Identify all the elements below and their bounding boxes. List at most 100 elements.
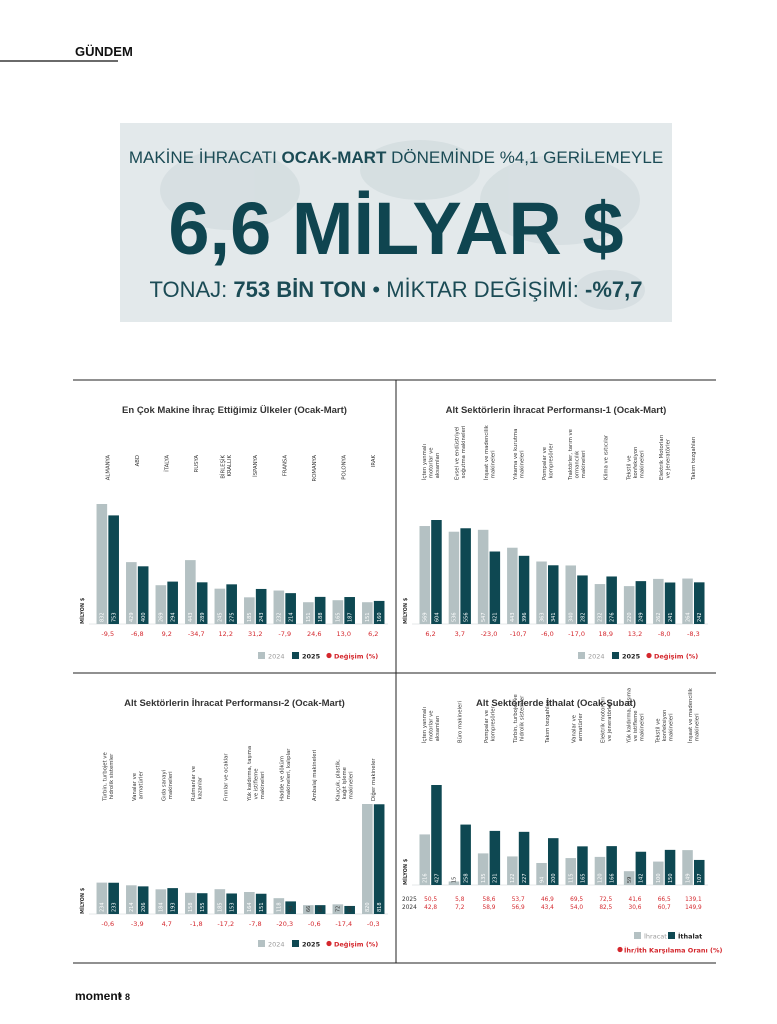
value-label: 536 xyxy=(452,612,458,622)
change-label: -0,3 xyxy=(367,920,380,928)
bar xyxy=(137,566,149,624)
value-label: 158 xyxy=(188,902,194,912)
category-label: IRAK xyxy=(371,454,377,467)
value-label: 258 xyxy=(463,873,469,883)
bar xyxy=(682,578,693,624)
change-label: -17,4 xyxy=(335,920,352,928)
value-label: 400 xyxy=(141,612,147,622)
value-label: 396 xyxy=(522,612,528,622)
value-label: 429 xyxy=(129,612,135,622)
change-label: -6,0 xyxy=(541,630,554,638)
banner-part: TONAJ: xyxy=(149,277,233,302)
legend-swatch xyxy=(292,940,299,947)
category-label: Elektrik motorları ve jeneratörler xyxy=(600,697,613,743)
banner-part: -%7,7 xyxy=(585,277,642,302)
bar xyxy=(255,893,267,914)
ratio-label: 43,4 xyxy=(541,905,554,911)
bar xyxy=(362,602,373,624)
bar xyxy=(577,846,588,885)
category-label: Traktörler, tarım ve ormancılık makinele… xyxy=(568,429,587,481)
value-label: 122 xyxy=(510,873,516,883)
chart-panel: Alt Sektörlerde İthalat (Ocak-Şubat) MİLY… xyxy=(402,687,723,954)
category-label: RUSYA xyxy=(194,455,200,473)
value-label: 115 xyxy=(569,873,575,883)
category-label: Tekstil ve konfeksiyon makineleri xyxy=(626,447,645,481)
footer: moment 8 xyxy=(75,989,130,1003)
value-label: 443 xyxy=(188,612,194,622)
value-label: 200 xyxy=(551,873,557,883)
value-label: 153 xyxy=(229,902,235,912)
value-label: 214 xyxy=(129,902,135,912)
bar xyxy=(226,893,237,914)
value-label: 135 xyxy=(481,873,487,883)
ratio-label: 50,5 xyxy=(424,897,437,903)
value-label: 289 xyxy=(200,612,206,622)
category-label: Yıkama ve kurutma makineleri xyxy=(512,429,525,481)
bar xyxy=(489,551,501,624)
bar xyxy=(419,834,430,885)
category-label: Pompalar ve kompresörler xyxy=(483,705,496,743)
change-label: -9,5 xyxy=(101,630,114,638)
value-label: 206 xyxy=(141,902,147,912)
bar xyxy=(489,830,501,885)
value-label: 100 xyxy=(656,873,662,883)
value-label: 232 xyxy=(598,612,604,622)
bar xyxy=(653,861,664,885)
value-label: 262 xyxy=(656,612,662,622)
legend-dot xyxy=(326,652,332,659)
value-label: 164 xyxy=(247,902,253,912)
change-label: -7,9 xyxy=(278,630,291,638)
value-label: 66 xyxy=(318,906,324,912)
banner-part: • MİKTAR DEĞİŞİMİ: xyxy=(366,277,585,302)
bar xyxy=(594,584,606,624)
value-label: 264 xyxy=(685,612,691,622)
bar xyxy=(507,547,518,624)
bar xyxy=(155,585,167,624)
footer-dot xyxy=(118,994,122,998)
value-label: 151 xyxy=(306,612,312,622)
legend-swatch xyxy=(578,652,585,659)
banner-part: OCAK-MART xyxy=(282,148,387,167)
category-label: FRANSA xyxy=(282,455,288,477)
legend-label: Değişim (%) xyxy=(334,653,378,661)
ratio-label: 60,7 xyxy=(658,905,671,911)
value-label: 556 xyxy=(463,612,469,622)
legend-label: İhracat xyxy=(644,932,667,941)
category-label: İçten yanmalı motorlar ve aksamları xyxy=(421,707,441,743)
bar xyxy=(344,905,355,914)
category-label: ABD xyxy=(135,455,141,466)
legend-swatch xyxy=(258,940,265,947)
bar xyxy=(362,804,373,914)
change-label: -34,7 xyxy=(188,630,205,638)
value-label: 185 xyxy=(247,612,253,622)
bar xyxy=(419,526,430,624)
change-label: -17,0 xyxy=(568,630,585,638)
category-label: Pompalar ve kompresörler xyxy=(542,442,555,480)
change-label: 12,2 xyxy=(219,630,233,638)
category-label: Gıda sanayi makineleri xyxy=(161,770,174,801)
category-label: Vanalar ve armatürler xyxy=(132,770,145,801)
category-label: Türbin, turbojet ve hidrolik sistemler xyxy=(102,752,115,802)
bar xyxy=(536,561,547,624)
change-label: -8,3 xyxy=(687,630,700,638)
legend-swatch xyxy=(258,652,265,659)
bar xyxy=(314,905,326,914)
change-label: 18,9 xyxy=(599,630,613,638)
banner-subheading: MAKİNE İHRACATI OCAK-MART DÖNEMİNDE %4,1… xyxy=(129,148,663,167)
banner-part: 753 BİN TON xyxy=(233,277,366,302)
bar xyxy=(344,597,355,624)
ratio-label: 54,0 xyxy=(570,905,583,911)
chart-title: Alt Sektörlerin İhracat Performansı-2 (O… xyxy=(124,698,345,709)
value-label: 94 xyxy=(539,877,545,883)
legend-label: Değişim (%) xyxy=(334,941,378,949)
category-label: Fırınlar ve ocaklar xyxy=(223,753,229,801)
legend-swatch xyxy=(292,652,299,659)
bar xyxy=(214,889,226,914)
change-label: -20,3 xyxy=(276,920,293,928)
ratio-label: 5,8 xyxy=(455,897,465,903)
bar xyxy=(126,562,137,624)
value-label: 142 xyxy=(639,873,645,883)
value-label: 214 xyxy=(288,612,294,622)
value-label: 59 xyxy=(627,877,633,883)
chart-panel: En Çok Makine İhraç Ettiğimiz Ülkeler (O… xyxy=(79,405,388,661)
